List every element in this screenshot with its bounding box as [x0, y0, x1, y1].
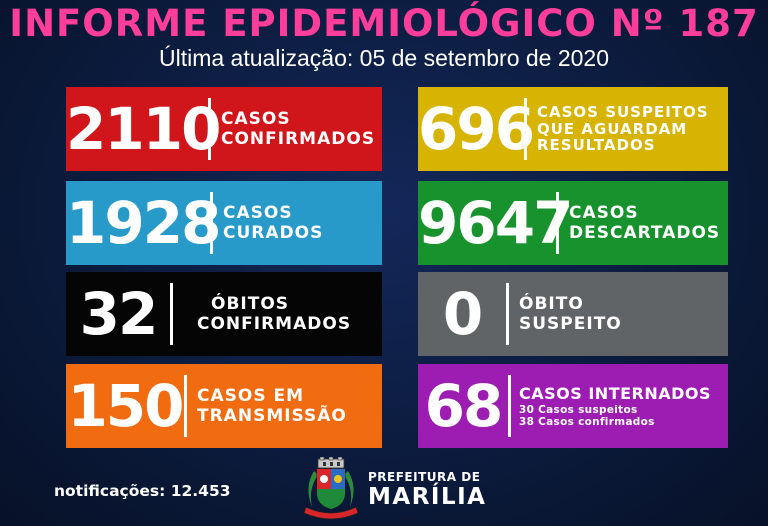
transmission-cases-value: 150 — [67, 372, 184, 440]
divider — [556, 192, 559, 254]
hospitalized-suspected-detail: 30 Casos suspeitos — [519, 404, 638, 417]
hospitalized-cases-label: CASOS INTERNADOS 30 Casos suspeitos 38 C… — [519, 383, 712, 429]
discarded-cases-label: CASOS DESCARTADOS — [569, 202, 721, 243]
prefecture-label: PREFEITURA DE — [368, 470, 481, 484]
confirmed-deaths-label: ÓBITOS CONFIRMADOS — [197, 293, 352, 334]
card-suspected-death: 0 ÓBITO SUSPEITO — [418, 272, 728, 356]
discarded-cases-value: 9647 — [418, 189, 573, 257]
card-confirmed-cases: 2110 CASOS CONFIRMADOS — [66, 87, 382, 171]
city-coat-of-arms-icon — [303, 457, 359, 520]
suspected-cases-label: CASOS SUSPEITOS QUE AGUARDAM RESULTADOS — [537, 102, 709, 155]
divider — [170, 283, 173, 345]
hospitalized-cases-value: 68 — [424, 372, 504, 440]
suspected-death-label: ÓBITO SUSPEITO — [519, 293, 622, 334]
cured-cases-value: 1928 — [66, 189, 221, 257]
hospitalized-confirmed-detail: 38 Casos confirmados — [519, 416, 655, 429]
cured-cases-label: CASOS CURADOS — [223, 202, 324, 243]
divider — [184, 375, 187, 437]
suspected-death-value: 0 — [442, 280, 483, 348]
divider — [524, 98, 527, 160]
suspected-cases-value: 696 — [418, 95, 535, 163]
card-transmission-cases: 150 CASOS EM TRANSMISSÃO — [66, 364, 382, 448]
notifications-count: notificações: 12.453 — [54, 482, 231, 500]
divider — [508, 375, 511, 437]
last-update-subtitle: Última atualização: 05 de setembro de 20… — [158, 45, 610, 71]
confirmed-deaths-value: 32 — [79, 280, 159, 348]
card-discarded-cases: 9647 CASOS DESCARTADOS — [418, 181, 728, 265]
confirmed-cases-label: CASOS CONFIRMADOS — [221, 108, 376, 149]
confirmed-cases-value: 2110 — [66, 95, 221, 163]
divider — [208, 98, 211, 160]
card-cured-cases: 1928 CASOS CURADOS — [66, 181, 382, 265]
page-title: INFORME EPIDEMIOLÓGICO Nº 187 — [9, 2, 759, 45]
divider — [210, 192, 213, 254]
card-hospitalized-cases: 68 CASOS INTERNADOS 30 Casos suspeitos 3… — [418, 364, 728, 448]
divider — [506, 283, 509, 345]
card-suspected-cases: 696 CASOS SUSPEITOS QUE AGUARDAM RESULTA… — [418, 87, 728, 171]
transmission-cases-label: CASOS EM TRANSMISSÃO — [197, 385, 347, 426]
city-name: MARÍLIA — [368, 484, 487, 510]
card-confirmed-deaths: 32 ÓBITOS CONFIRMADOS — [66, 272, 382, 356]
